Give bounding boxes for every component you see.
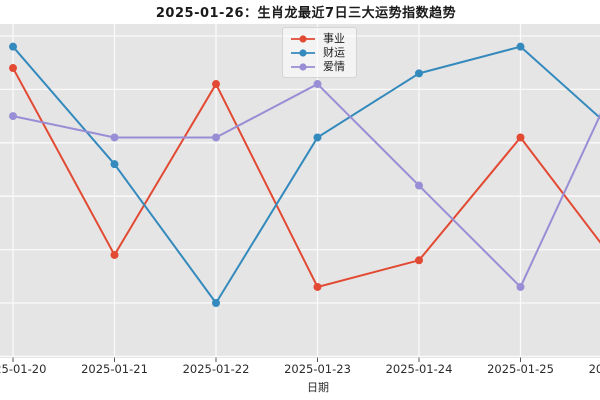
data-point-wealth-0 — [9, 42, 17, 51]
x-tick-label-0: 2025-01-20 — [0, 362, 47, 376]
legend-line-dot-icon — [291, 48, 315, 57]
x-tick-label-6: 2025-01-26 — [588, 362, 600, 376]
x-tick-label-3: 2025-01-23 — [284, 362, 351, 376]
data-point-love-0 — [9, 112, 17, 121]
legend-line-dot-icon — [291, 34, 315, 43]
chart-title: 2025-01-26：生肖龙最近7日三大运势指数趋势 — [155, 6, 457, 21]
series-career-line — [9, 64, 600, 291]
plot-area — [0, 24, 600, 358]
legend-item-love: 爱情 — [291, 60, 345, 73]
x-axis-title: 日期 — [307, 381, 329, 394]
data-point-love-3 — [313, 80, 322, 89]
data-point-career-5 — [516, 133, 525, 142]
series-wealth-line — [9, 42, 600, 307]
x-tick-label-2: 2025-01-22 — [182, 362, 250, 376]
legend-line-dot-icon — [291, 62, 315, 71]
data-point-wealth-3 — [313, 133, 322, 142]
legend-label-career: 事业 — [323, 32, 345, 45]
data-point-love-4 — [415, 181, 423, 190]
data-point-career-2 — [212, 80, 220, 89]
data-point-wealth-1 — [110, 160, 119, 169]
legend-label-wealth: 财运 — [323, 46, 345, 59]
data-point-career-4 — [415, 256, 423, 265]
legend-item-wealth: 财运 — [291, 46, 345, 59]
series-love-line — [9, 80, 600, 291]
data-point-love-5 — [516, 282, 525, 291]
x-tick-label-1: 2025-01-21 — [81, 362, 148, 376]
x-tick-label-5: 2025-01-25 — [487, 362, 554, 376]
x-tick-marks — [12, 357, 521, 362]
data-point-career-0 — [9, 64, 17, 73]
data-point-career-3 — [313, 282, 322, 291]
data-point-wealth-4 — [415, 69, 423, 78]
legend-label-love: 爱情 — [323, 60, 345, 73]
data-point-love-1 — [110, 133, 119, 142]
x-tick-label-4: 2025-01-24 — [385, 362, 453, 376]
data-point-wealth-2 — [212, 299, 220, 307]
legend-item-career: 事业 — [291, 32, 345, 45]
data-point-career-1 — [110, 250, 119, 259]
data-point-love-2 — [212, 133, 220, 142]
legend: 事业 财运 爱情 — [282, 27, 357, 78]
data-point-wealth-5 — [516, 42, 525, 51]
